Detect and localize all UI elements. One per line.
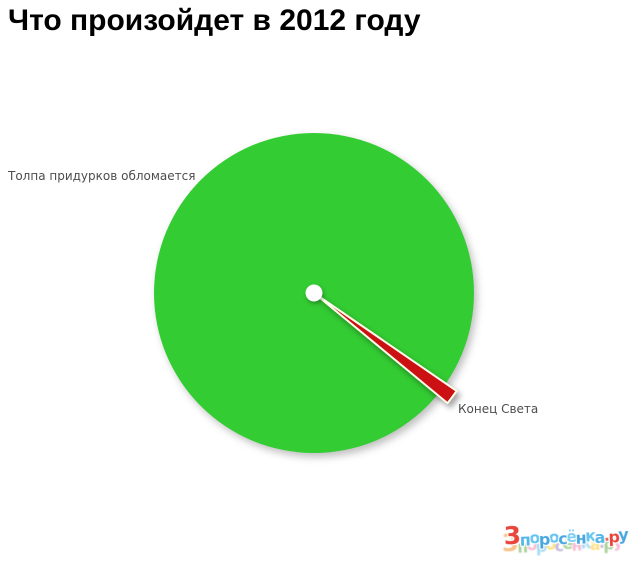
slice-label-end-of-world: Конец Света [458, 402, 539, 416]
pie-center-hole [305, 284, 323, 302]
slice-label-majority: Толпа придурков обломается [8, 169, 196, 183]
watermark-main-layer: 3поросёнка.ру [503, 520, 628, 551]
chart-title: Что произойдет в 2012 году [8, 4, 421, 37]
pie-slice-end-of-world [313, 292, 458, 405]
site-watermark-logo: 3поросёнка.ру 3поросёнка.ру [501, 520, 640, 565]
